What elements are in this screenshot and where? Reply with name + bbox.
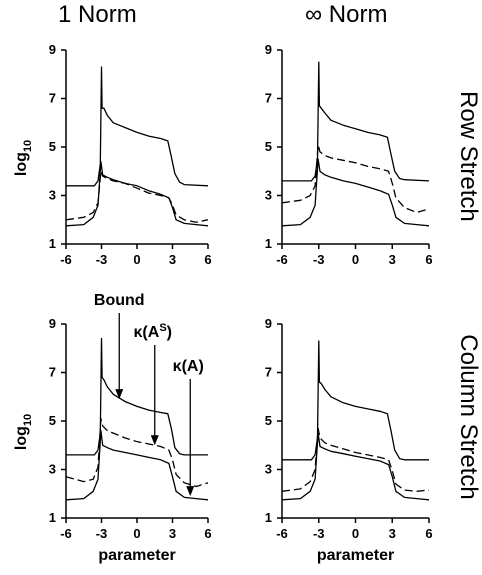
x-tick-label: 0 xyxy=(133,526,140,541)
x-tick-label: 3 xyxy=(169,526,176,541)
y-tick-label: 3 xyxy=(49,188,56,203)
y-tick-label: 9 xyxy=(265,316,272,331)
y-tick-label: 3 xyxy=(49,462,56,477)
x-tick-label: 6 xyxy=(425,252,432,267)
y-tick-label: 1 xyxy=(49,510,56,525)
x-tick-label: -3 xyxy=(96,526,108,541)
panel-row-stretch-1-norm: 1 3 5 7 9 -6 -3 0 3 6 log10 xyxy=(13,42,212,267)
y-tick-label: 1 xyxy=(49,236,56,251)
x-tick-label: 3 xyxy=(389,252,396,267)
panel-column-stretch-1-norm: 1 3 5 7 9 -6 -3 0 3 6 log10 parameter Bound κ(AS)κ(A) xyxy=(13,292,212,564)
y-tick-label: 7 xyxy=(49,91,56,106)
series-line-dashed xyxy=(281,143,430,214)
y-tick-label: 7 xyxy=(265,365,272,380)
x-tick-label: 3 xyxy=(169,252,176,267)
series-line-dashed xyxy=(65,170,209,223)
annotation-label: Bound xyxy=(94,292,145,309)
y-tick-label: 3 xyxy=(265,188,272,203)
y-tick-label: 5 xyxy=(49,413,56,428)
series-line-dashed xyxy=(65,417,209,488)
annotation-arrow-head xyxy=(186,486,195,497)
y-tick-label: 9 xyxy=(49,316,56,331)
series-line-solid-2 xyxy=(281,432,430,501)
x-axis-label: parameter xyxy=(317,547,394,564)
annotation-label: κ(AS) xyxy=(134,322,172,341)
series-line-dashed xyxy=(281,427,430,492)
y-tick-label: 5 xyxy=(265,413,272,428)
series-line-solid-2 xyxy=(65,430,209,501)
y-axis-label: log10 xyxy=(13,140,34,176)
y-tick-label: 9 xyxy=(265,42,272,57)
x-tick-label: 0 xyxy=(352,526,359,541)
y-tick-label: 5 xyxy=(265,139,272,154)
annotation-label: κ(A) xyxy=(173,358,204,375)
panel-column-stretch-inf-norm: 1 3 5 7 9 -6 -3 0 3 6 parameter xyxy=(265,316,433,564)
series-line-solid-0 xyxy=(66,66,209,187)
x-tick-label: 0 xyxy=(133,252,140,267)
x-axis-label: parameter xyxy=(98,547,175,564)
x-tick-label: 6 xyxy=(425,526,432,541)
y-tick-label: 1 xyxy=(265,510,272,525)
x-tick-label: 3 xyxy=(389,526,396,541)
x-tick-label: 6 xyxy=(204,526,211,541)
y-tick-label: 9 xyxy=(49,42,56,57)
x-tick-label: 6 xyxy=(204,252,211,267)
y-tick-label: 5 xyxy=(49,139,56,154)
x-tick-label: -6 xyxy=(276,252,288,267)
x-tick-label: -6 xyxy=(60,252,72,267)
y-tick-label: 7 xyxy=(265,91,272,106)
series-line-solid-2 xyxy=(281,158,430,227)
series-line-solid-0 xyxy=(66,337,208,456)
y-tick-label: 1 xyxy=(265,236,272,251)
y-tick-label: 3 xyxy=(265,462,272,477)
y-axis-label: log10 xyxy=(13,414,34,450)
x-tick-label: 0 xyxy=(352,252,359,267)
annotation-arrow-head xyxy=(150,435,159,446)
x-tick-label: -6 xyxy=(60,526,72,541)
panel-row-stretch-inf-norm: 1 3 5 7 9 -6 -3 0 3 6 xyxy=(265,42,433,267)
annotation-arrow-head xyxy=(115,389,124,400)
series-line-solid-2 xyxy=(65,160,209,227)
x-tick-label: -3 xyxy=(313,526,325,541)
series-line-solid-0 xyxy=(282,340,429,461)
x-tick-label: -3 xyxy=(313,252,325,267)
column-title-inf-norm: ∞ Norm xyxy=(305,1,388,28)
column-title-1-norm: 1 Norm xyxy=(58,1,137,28)
x-tick-label: -6 xyxy=(276,526,288,541)
x-tick-label: -3 xyxy=(96,252,108,267)
y-tick-label: 7 xyxy=(49,365,56,380)
